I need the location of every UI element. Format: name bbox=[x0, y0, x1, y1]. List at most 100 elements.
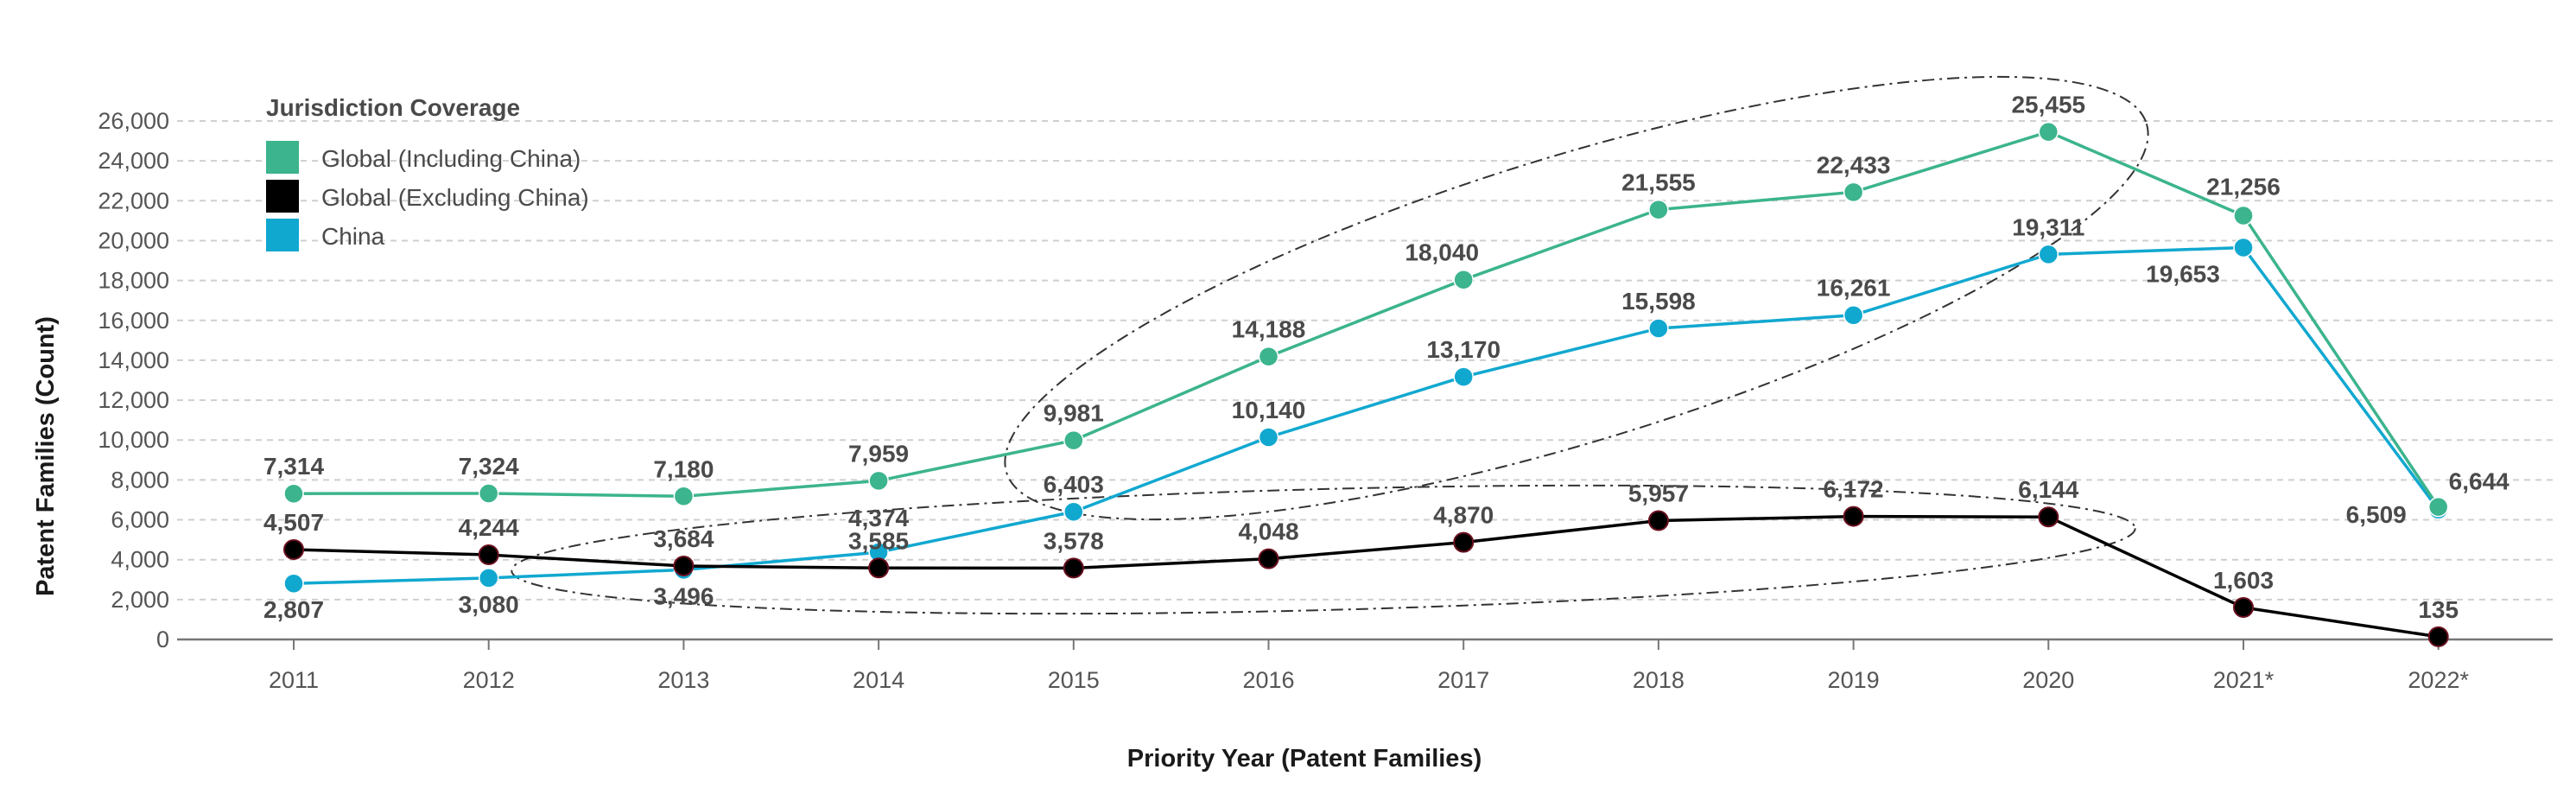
y-tick-label: 24,000 bbox=[98, 148, 169, 174]
data-point bbox=[1843, 304, 1864, 326]
x-tick-label: 2014 bbox=[853, 667, 904, 693]
y-tick-label: 4,000 bbox=[111, 547, 169, 573]
data-label: 22,433 bbox=[1817, 151, 1891, 178]
data-label: 10,140 bbox=[1232, 397, 1306, 423]
data-label: 7,959 bbox=[848, 440, 909, 467]
legend-swatch bbox=[266, 180, 299, 213]
data-label: 6,172 bbox=[1824, 476, 1884, 503]
legend-label: Global (Including China) bbox=[321, 145, 581, 172]
x-tick-label: 2015 bbox=[1048, 667, 1100, 693]
data-point bbox=[478, 544, 499, 566]
data-label: 13,170 bbox=[1426, 336, 1501, 363]
data-label: 16,261 bbox=[1817, 275, 1891, 302]
data-label: 14,188 bbox=[1232, 316, 1306, 343]
y-tick-label: 20,000 bbox=[98, 227, 169, 253]
data-point bbox=[868, 470, 889, 492]
data-label: 6,509 bbox=[2346, 501, 2407, 528]
data-label: 6,144 bbox=[2018, 476, 2078, 503]
legend-item-global-including-china: Global (Including China) bbox=[266, 141, 581, 174]
series-line-global-including-china- bbox=[293, 130, 2440, 508]
data-label: 18,040 bbox=[1405, 239, 1479, 266]
data-point bbox=[1063, 557, 1084, 579]
legend-item-china: China bbox=[266, 219, 385, 251]
data-point bbox=[1258, 346, 1279, 367]
highlight-ellipse-excluding-china bbox=[511, 484, 2136, 615]
x-tick-label: 2019 bbox=[1828, 667, 1880, 693]
legend-label: Global (Excluding China) bbox=[321, 184, 589, 211]
x-tick-label: 2017 bbox=[1437, 667, 1489, 693]
data-point bbox=[283, 573, 304, 594]
grid-layer bbox=[177, 120, 2553, 601]
data-point bbox=[2233, 597, 2254, 619]
x-axis-title: Priority Year (Patent Families) bbox=[1127, 745, 1482, 773]
data-point bbox=[2038, 244, 2059, 265]
data-label: 3,585 bbox=[848, 527, 909, 554]
data-label: 19,653 bbox=[2146, 260, 2220, 287]
data-point bbox=[1258, 427, 1279, 448]
data-label: 4,244 bbox=[459, 514, 519, 541]
axes: 0 2,000 4,000 6,000 8,000 10,000 12,000 14,000 1… bbox=[98, 108, 2553, 693]
data-label: 4,870 bbox=[1433, 502, 1494, 529]
data-point bbox=[2427, 626, 2449, 647]
y-tick-label: 18,000 bbox=[98, 268, 169, 294]
x-tick-label: 2021* bbox=[2213, 667, 2275, 693]
data-label: 25,455 bbox=[2011, 92, 2085, 118]
legend-swatch bbox=[266, 141, 299, 174]
data-point bbox=[283, 483, 304, 504]
data-point bbox=[283, 538, 304, 560]
data-point bbox=[1453, 531, 1475, 553]
data-point bbox=[1063, 501, 1084, 522]
y-axis-title: Patent Families (Count) bbox=[32, 316, 60, 596]
data-label: 6,403 bbox=[1044, 471, 1104, 498]
legend-item-global-excluding-china: Global (Excluding China) bbox=[266, 180, 589, 213]
data-label: 3,684 bbox=[653, 525, 714, 552]
legend-label: China bbox=[321, 223, 385, 250]
data-point bbox=[1647, 510, 1669, 531]
data-point bbox=[673, 486, 695, 507]
data-point bbox=[1063, 429, 1084, 451]
data-label: 5,957 bbox=[1628, 480, 1689, 507]
data-point bbox=[868, 557, 890, 579]
x-tick-label: 2013 bbox=[657, 667, 709, 693]
data-point bbox=[1648, 199, 1669, 220]
data-point bbox=[2427, 496, 2449, 518]
y-tick-label: 8,000 bbox=[111, 467, 169, 493]
highlight-ellipse-growth bbox=[1004, 75, 2149, 521]
data-point bbox=[2038, 121, 2059, 143]
data-label: 7,324 bbox=[459, 453, 519, 480]
data-label: 3,578 bbox=[1044, 527, 1104, 554]
y-tick-label: 26,000 bbox=[98, 108, 169, 134]
y-tick-label: 10,000 bbox=[98, 427, 169, 453]
data-label: 21,256 bbox=[2206, 173, 2281, 200]
data-point bbox=[1453, 269, 1474, 290]
y-tick-label: 16,000 bbox=[98, 308, 169, 334]
y-tick-label: 6,000 bbox=[111, 507, 169, 533]
data-label: 2,807 bbox=[263, 596, 324, 623]
y-tick-label: 0 bbox=[156, 626, 169, 652]
x-tick-label: 2011 bbox=[269, 667, 319, 693]
data-label: 3,080 bbox=[459, 591, 519, 618]
data-point bbox=[1843, 181, 1864, 203]
data-point bbox=[2038, 506, 2059, 528]
y-tick-label: 2,000 bbox=[111, 587, 169, 613]
data-label: 4,374 bbox=[848, 505, 909, 531]
x-tick-label: 2022* bbox=[2408, 667, 2469, 693]
legend-swatch bbox=[266, 219, 299, 251]
data-point bbox=[1258, 548, 1279, 569]
y-tick-label: 22,000 bbox=[98, 188, 169, 213]
data-label: 3,496 bbox=[653, 582, 714, 609]
data-label: 6,644 bbox=[2449, 468, 2509, 495]
data-point bbox=[2233, 205, 2254, 226]
highlight-ellipses bbox=[511, 75, 2149, 615]
legend: Jurisdiction Coverage Global (Including … bbox=[266, 94, 589, 251]
data-label: 9,981 bbox=[1044, 400, 1104, 427]
data-label: 21,555 bbox=[1621, 169, 1696, 196]
data-label: 4,048 bbox=[1238, 518, 1298, 545]
data-point bbox=[2233, 237, 2254, 258]
legend-title: Jurisdiction Coverage bbox=[266, 94, 520, 121]
data-label: 1,603 bbox=[2213, 567, 2274, 594]
y-tick-label: 14,000 bbox=[98, 347, 169, 373]
data-point bbox=[1453, 366, 1474, 387]
